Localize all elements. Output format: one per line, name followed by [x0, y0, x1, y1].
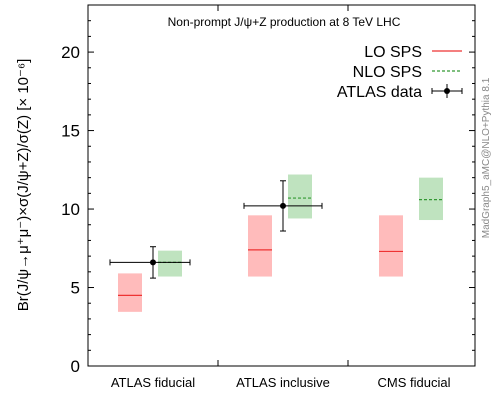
x-category-label: ATLAS fiducial [111, 375, 195, 390]
axis-ticks: 0 5 10 15 20 ATLAS fiducial ATLAS inclusive CMS… [61, 5, 475, 390]
y-tick-label: 0 [71, 357, 80, 376]
y-axis-title: Br(J/ψ→μ⁺μ⁻)×σ(J/ψ+Z)/σ(Z) [× 10⁻⁶] [15, 59, 32, 312]
legend-swatch-point [444, 88, 450, 94]
chart-title: Non-prompt J/ψ+Z production at 8 TeV LHC [168, 15, 401, 29]
lo-sps-band [379, 215, 403, 277]
legend: LO SPS NLO SPS ATLAS data [337, 44, 463, 101]
y-tick-label: 5 [71, 279, 80, 298]
uncertainty-bands [118, 174, 443, 312]
lo-sps-band [118, 273, 142, 312]
y-tick-label: 20 [61, 43, 80, 62]
atlas-data-point [280, 202, 286, 209]
legend-label-lo-sps: LO SPS [364, 44, 422, 61]
plot-frame [87, 4, 476, 367]
nlo-sps-band [419, 177, 443, 221]
y-tick-label: 10 [61, 200, 80, 219]
x-category-label: ATLAS inclusive [236, 375, 330, 390]
legend-label-atlas-data: ATLAS data [337, 84, 422, 101]
nlo-sps-band [158, 250, 182, 277]
legend-label-nlo-sps: NLO SPS [353, 64, 422, 81]
generator-annotation: MadGraph5_aMC@NLO+Pythia 8.1 [481, 77, 492, 238]
data-points [109, 180, 323, 279]
nlo-sps-band [288, 174, 312, 219]
x-category-label: CMS fiducial [378, 375, 451, 390]
lo-sps-band [248, 215, 272, 277]
atlas-data-point [150, 259, 156, 266]
y-tick-label: 15 [61, 122, 80, 141]
